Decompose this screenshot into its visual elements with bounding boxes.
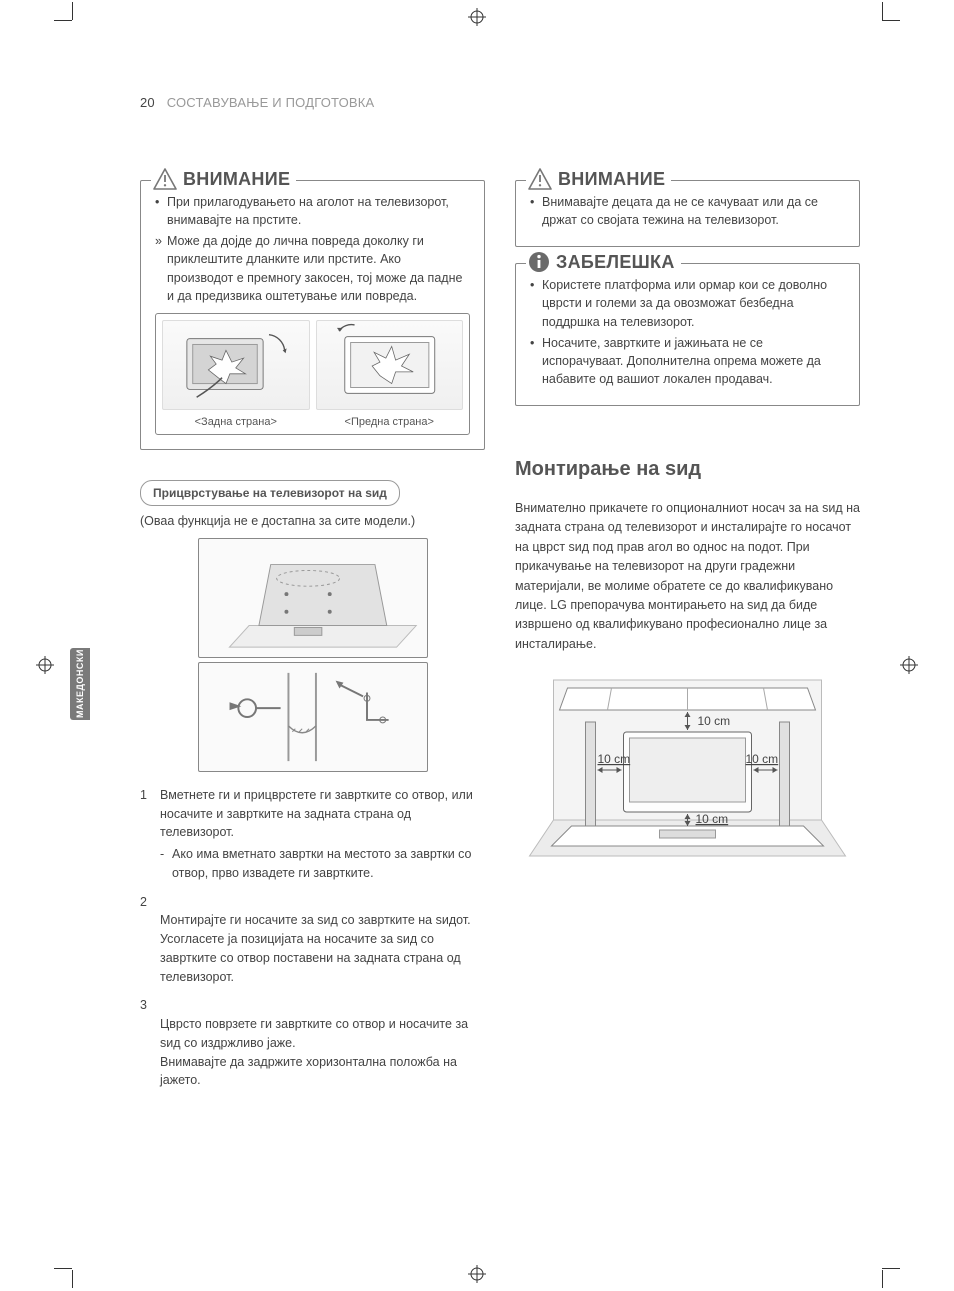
note-box: ЗАБЕЛЕШКА Користете платформа или ормар … xyxy=(515,263,860,406)
clearance-left: 10 cm xyxy=(598,752,631,766)
crop-mark xyxy=(882,20,900,21)
crop-mark xyxy=(54,1268,72,1269)
step-3: Цврсто поврзете ги завртките со отвор и … xyxy=(140,996,485,1090)
figure-caption-front: <Предна страна> xyxy=(316,416,464,428)
right-column: ВНИМАНИЕ Внимавајте децата да не се качу… xyxy=(515,180,860,1100)
language-tab: МАКЕДОНСКИ xyxy=(70,648,90,720)
crop-mark xyxy=(72,2,73,20)
step-text: Цврсто поврзете ги завртките со отвор и … xyxy=(160,1017,468,1087)
clearance-right: 10 cm xyxy=(746,752,779,766)
caution-bullet: Внимавајте децата да не се качуваат или … xyxy=(530,193,845,229)
note-bullet: Користете платформа или ормар кои се дов… xyxy=(530,276,845,330)
note-bullet: Носачите, завртките и јажињата не се исп… xyxy=(530,334,845,388)
step-subnote: Ако има вметнато завртки на местото за з… xyxy=(160,845,485,883)
registration-mark-icon xyxy=(36,656,54,674)
clearance-top: 10 cm xyxy=(698,714,731,728)
caution-title: ВНИМАНИЕ xyxy=(183,169,290,190)
section-title: СОСТАВУВАЊЕ И ПОДГОТОВКА xyxy=(167,95,375,110)
caution-title: ВНИМАНИЕ xyxy=(558,169,665,190)
caution-box-2: ВНИМАНИЕ Внимавајте децата да не се качу… xyxy=(515,180,860,247)
left-column: ВНИМАНИЕ При прилагодувањето на аголот н… xyxy=(140,180,485,1100)
step-1: Вметнете ги и прицврстете ги завртките с… xyxy=(140,786,485,883)
crop-mark xyxy=(882,1270,883,1288)
crop-mark xyxy=(882,2,883,20)
caution-consequence: Може да дојде до лична повреда доколку г… xyxy=(155,232,470,305)
crop-mark xyxy=(72,1270,73,1288)
registration-mark-icon xyxy=(468,1265,486,1283)
figure-frame-tilt: <Задна страна> xyxy=(155,313,470,435)
info-icon xyxy=(528,251,550,273)
figure-wall-bracket-rope xyxy=(198,662,428,772)
figure-front-side xyxy=(316,320,464,410)
clearance-bottom: 10 cm xyxy=(696,812,729,826)
step-text: Вметнете ги и прицврстете ги завртките с… xyxy=(160,788,473,840)
figure-back-side xyxy=(162,320,310,410)
warning-icon xyxy=(528,168,552,190)
wall-mount-heading: Монтирање на ѕид xyxy=(515,458,860,481)
crop-mark xyxy=(882,1268,900,1269)
caution-bullet: При прилагодувањето на аголот на телевиз… xyxy=(155,193,470,229)
crop-mark xyxy=(54,20,72,21)
availability-note: (Оваа функција не е достапна за сите мод… xyxy=(140,514,485,528)
note-title: ЗАБЕЛЕШКА xyxy=(556,252,675,273)
wall-mount-paragraph: Внимателно прикачете го опционалниот нос… xyxy=(515,499,860,654)
page-content: 20 СОСТАВУВАЊЕ И ПОДГОТОВКА ВНИМАНИЕ При… xyxy=(140,95,860,1100)
registration-mark-icon xyxy=(468,8,486,26)
wall-secure-heading: Прицврстување на телевизорот на ѕид xyxy=(140,480,400,506)
step-text: Монтирајте ги носачите за ѕид со завртки… xyxy=(160,913,471,983)
page-number: 20 xyxy=(140,95,155,110)
install-steps: Вметнете ги и прицврстете ги завртките с… xyxy=(140,786,485,1090)
registration-mark-icon xyxy=(900,656,918,674)
figure-tv-back-eyebolts xyxy=(198,538,428,658)
running-head: 20 СОСТАВУВАЊЕ И ПОДГОТОВКА xyxy=(140,95,860,110)
figure-wall-mount-clearance: 10 cm 10 cm 10 cm 10 cm xyxy=(515,670,860,870)
warning-icon xyxy=(153,168,177,190)
caution-box-1: ВНИМАНИЕ При прилагодувањето на аголот н… xyxy=(140,180,485,450)
step-2: Монтирајте ги носачите за ѕид со завртки… xyxy=(140,893,485,987)
figure-caption-back: <Задна страна> xyxy=(162,416,310,428)
